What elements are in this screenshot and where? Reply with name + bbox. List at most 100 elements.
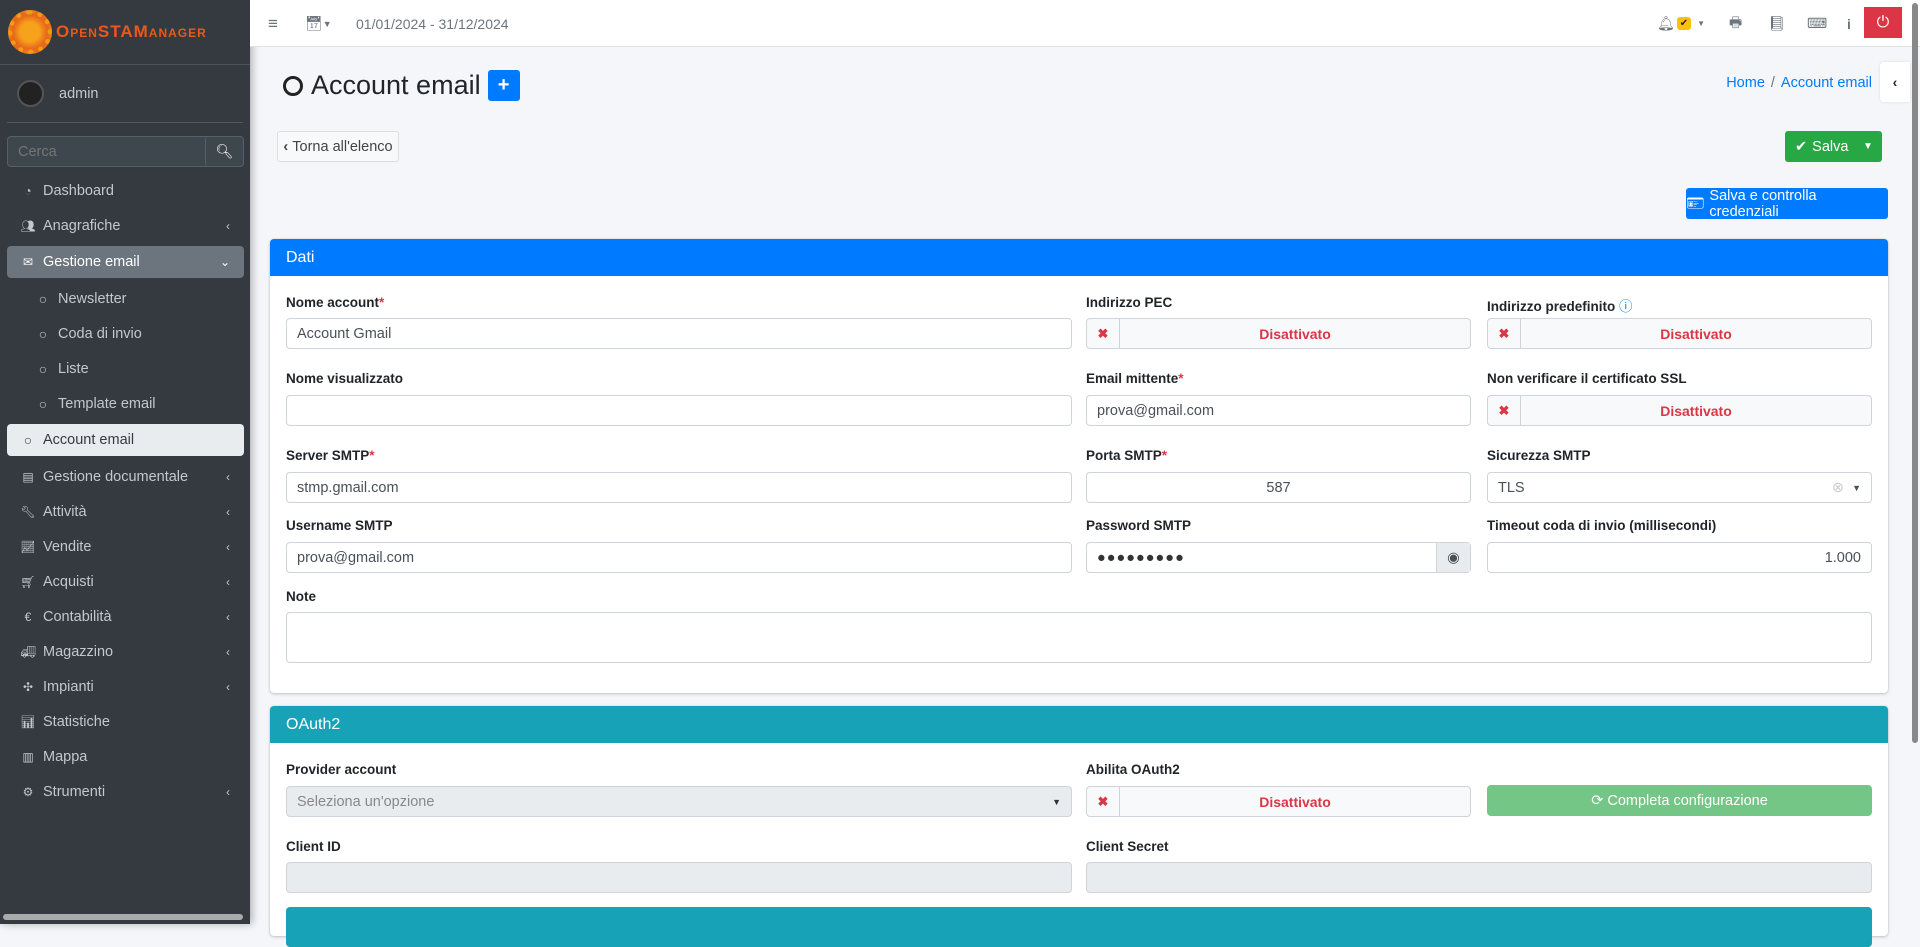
eye-icon[interactable]: ◉	[1436, 543, 1470, 572]
oauth-info-alert	[286, 907, 1872, 947]
sidebar-item-acquisti[interactable]: 🛒︎ Acquisti ‹	[7, 564, 244, 599]
server-smtp-input[interactable]: stmp.gmail.com	[286, 472, 1072, 503]
x-icon: ✖	[1488, 319, 1521, 348]
email-mittente-input[interactable]: prova@gmail.com	[1086, 395, 1471, 426]
user-name: admin	[59, 85, 99, 102]
sidebar-item-label: Acquisti	[43, 573, 94, 590]
sidebar-item-impianti[interactable]: ✣ Impianti ‹	[7, 669, 244, 704]
app-logo[interactable]: OpenSTAManager	[0, 0, 250, 65]
user-panel[interactable]: admin	[7, 65, 243, 123]
keyboard-icon[interactable]: ⌨	[1807, 15, 1828, 31]
search-input[interactable]	[8, 137, 205, 166]
sidebar-item-magazzino[interactable]: 🚚︎ Magazzino ‹	[7, 634, 244, 669]
truck-icon: 🚚︎	[20, 644, 36, 659]
label-server-smtp: Server SMTP*	[286, 448, 375, 463]
logout-power-icon[interactable]: ⏻	[1864, 7, 1902, 38]
page-title-text: Account email	[311, 70, 481, 100]
sidebar-item-statistiche[interactable]: 📊︎ Statistiche	[7, 704, 244, 739]
print-icon[interactable]: 🖶	[1729, 13, 1743, 30]
sidebar-item-attivita[interactable]: 🔧︎ Attività ‹	[7, 494, 244, 529]
indirizzo-predefinito-toggle[interactable]: ✖ Disattivato	[1487, 318, 1872, 349]
sidebar-item-vendite[interactable]: 📈︎ Vendite ‹	[7, 529, 244, 564]
sidebar-item-newsletter[interactable]: ○ Newsletter	[22, 281, 244, 316]
sidebar-item-strumenti[interactable]: ⚙ Strumenti ‹	[7, 774, 244, 809]
sidebar-item-label: Coda di invio	[58, 325, 142, 342]
page-scrollbar[interactable]	[1912, 3, 1918, 743]
breadcrumb-current[interactable]: Account email	[1780, 75, 1872, 91]
chevron-left-icon: ‹	[226, 784, 230, 799]
provider-select[interactable]: Seleziona un'opzione ▼	[286, 786, 1072, 817]
bar-chart-icon: 📊︎	[20, 714, 36, 729]
chevron-left-icon: ‹	[226, 679, 230, 694]
label-nome-account: Nome account*	[286, 295, 385, 310]
circle-icon: ○	[38, 395, 48, 412]
note-textarea[interactable]	[286, 612, 1872, 663]
id-card-icon: 🪪︎	[1686, 196, 1705, 212]
period-label[interactable]: 01/01/2024 - 31/12/2024	[356, 15, 509, 32]
sidebar-item-gestione-documentale[interactable]: ▤ Gestione documentale ‹	[7, 459, 244, 494]
porta-smtp-input[interactable]: 587	[1086, 472, 1471, 503]
chevron-left-icon: ‹	[226, 609, 230, 624]
breadcrumb-home[interactable]: Home	[1726, 75, 1765, 91]
completa-configurazione-button[interactable]: ⟳ Completa configurazione	[1487, 785, 1872, 816]
back-button[interactable]: ‹ Torna all'elenco	[277, 131, 399, 162]
chevron-down-icon: ⌄	[219, 255, 230, 269]
x-icon: ✖	[1087, 319, 1120, 348]
clear-icon[interactable]: ⊗	[1831, 479, 1845, 496]
abilita-oauth2-toggle[interactable]: ✖ Disattivato	[1086, 786, 1471, 817]
info-icon[interactable]: i	[1847, 15, 1851, 32]
circle-icon: ○	[23, 432, 33, 448]
search-button[interactable]: 🔍︎	[205, 137, 243, 166]
label-email-mittente: Email mittente*	[1086, 371, 1184, 386]
nome-account-input[interactable]: Account Gmail	[286, 318, 1072, 349]
menu-toggle-icon[interactable]: ≡	[268, 13, 278, 33]
sidebar-item-gestione-email[interactable]: ✉ Gestione email ⌄	[7, 246, 244, 278]
oauth-header: OAuth2	[270, 706, 1888, 743]
sidebar-item-label: Gestione documentale	[43, 468, 189, 485]
save-button[interactable]: ✔ Salva ▼	[1785, 131, 1882, 162]
sidebar-item-mappa[interactable]: ▥ Mappa	[7, 739, 244, 774]
sidebar-item-account-email[interactable]: ○ Account email	[7, 424, 244, 456]
sidebar-item-label: Vendite	[43, 538, 92, 555]
save-check-credentials-button[interactable]: 🪪︎ Salva e controlla credenziali	[1686, 188, 1888, 220]
sidebar-scrollbar[interactable]	[3, 914, 243, 920]
username-smtp-input[interactable]: prova@gmail.com	[286, 542, 1072, 573]
password-smtp-input[interactable]: ●●●●●●●●● ◉	[1086, 542, 1471, 573]
chevron-left-icon: ‹	[226, 644, 230, 659]
sidebar-item-dashboard[interactable]: ◔ Dashboard	[7, 173, 244, 208]
bell-icon: 🔔︎	[1657, 15, 1675, 31]
indirizzo-pec-toggle[interactable]: ✖ Disattivato	[1086, 318, 1471, 349]
calendar-dropdown[interactable]: 📅︎ ▼	[305, 0, 332, 47]
add-button[interactable]: +	[487, 70, 520, 101]
sidebar-item-template-email[interactable]: ○ Template email	[22, 386, 244, 421]
sidebar-item-label: Attività	[43, 503, 87, 520]
label-client-id: Client ID	[286, 839, 341, 854]
dashboard-icon: ◔	[24, 183, 32, 198]
nome-visualizzato-input[interactable]	[286, 395, 1072, 426]
wrench-icon: 🔧︎	[20, 504, 36, 519]
label-note: Note	[286, 589, 316, 604]
client-secret-input[interactable]	[1086, 862, 1872, 893]
notifications-button[interactable]: 🔔︎ ✔ ▼	[1657, 0, 1705, 47]
ssl-toggle[interactable]: ✖ Disattivato	[1487, 395, 1872, 426]
chevron-left-icon: ‹	[226, 469, 230, 484]
timeout-input[interactable]: 1.000	[1487, 542, 1872, 573]
caret-down-icon: ▼	[1852, 482, 1861, 493]
sidebar-item-label: Gestione email	[43, 254, 140, 270]
label-provider: Provider account	[286, 762, 397, 777]
gear-logo-icon	[8, 10, 52, 54]
sidebar-item-label: Dashboard	[43, 182, 114, 199]
client-id-input[interactable]	[286, 862, 1072, 893]
sidebar-item-contabilita[interactable]: € Contabilità ‹	[7, 599, 244, 634]
help-icon[interactable]: ⓘ	[1619, 299, 1633, 314]
sidebar-item-anagrafiche[interactable]: 👥︎ Anagrafiche ‹	[7, 208, 244, 243]
file-icon: ▤	[22, 469, 34, 484]
sidebar-item-liste[interactable]: ○ Liste	[22, 351, 244, 386]
chevron-left-icon[interactable]: ‹	[1880, 62, 1910, 102]
save-dropdown-caret-icon[interactable]: ▼	[1863, 141, 1873, 152]
sicurezza-smtp-select[interactable]: TLS ⊗ ▼	[1487, 472, 1872, 503]
sidebar-item-coda-di-invio[interactable]: ○ Coda di invio	[22, 316, 244, 351]
book-icon[interactable]: 📘︎	[1768, 15, 1786, 31]
x-icon: ✖	[1087, 787, 1120, 816]
label-indirizzo-predefinito: Indirizzo predefinito ⓘ	[1487, 299, 1633, 314]
